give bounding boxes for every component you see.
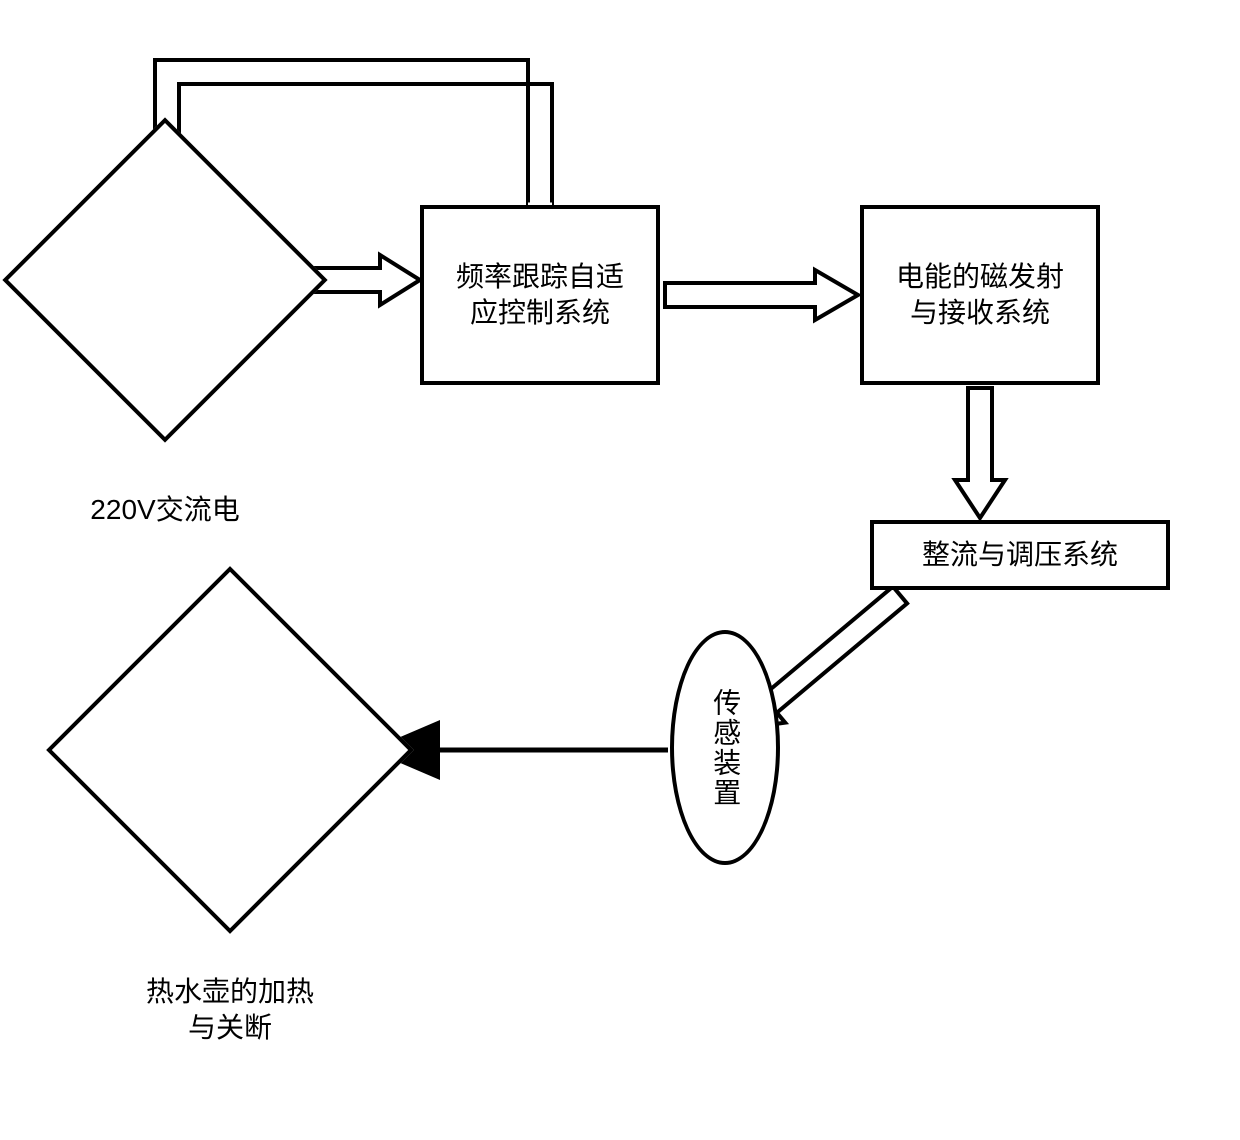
edge-freq-to-mag bbox=[665, 270, 858, 320]
node-kettle: 热水壶的加热 与关断 bbox=[100, 620, 360, 880]
node-ac-input-label: 220V交流电 bbox=[90, 492, 239, 528]
edge-mag-to-rect bbox=[955, 388, 1005, 518]
node-mag-tx-rx: 电能的磁发射 与接收系统 bbox=[860, 205, 1100, 385]
node-mag-tx-rx-label: 电能的磁发射 与接收系统 bbox=[896, 259, 1064, 332]
node-ac-input: 220V交流电 bbox=[50, 165, 280, 395]
node-freq-track: 频率跟踪自适 应控制系统 bbox=[420, 205, 660, 385]
node-sensor: 传感装置 bbox=[670, 630, 780, 865]
node-rectifier: 整流与调压系统 bbox=[870, 520, 1170, 590]
node-rectifier-label: 整流与调压系统 bbox=[922, 537, 1118, 573]
node-sensor-label: 传感装置 bbox=[707, 688, 743, 808]
node-freq-track-label: 频率跟踪自适 应控制系统 bbox=[456, 259, 624, 332]
node-kettle-label: 热水壶的加热 与关断 bbox=[146, 974, 314, 1047]
flowchart-canvas: 220V交流电 频率跟踪自适 应控制系统 电能的磁发射 与接收系统 整流与调压系… bbox=[0, 0, 1240, 934]
